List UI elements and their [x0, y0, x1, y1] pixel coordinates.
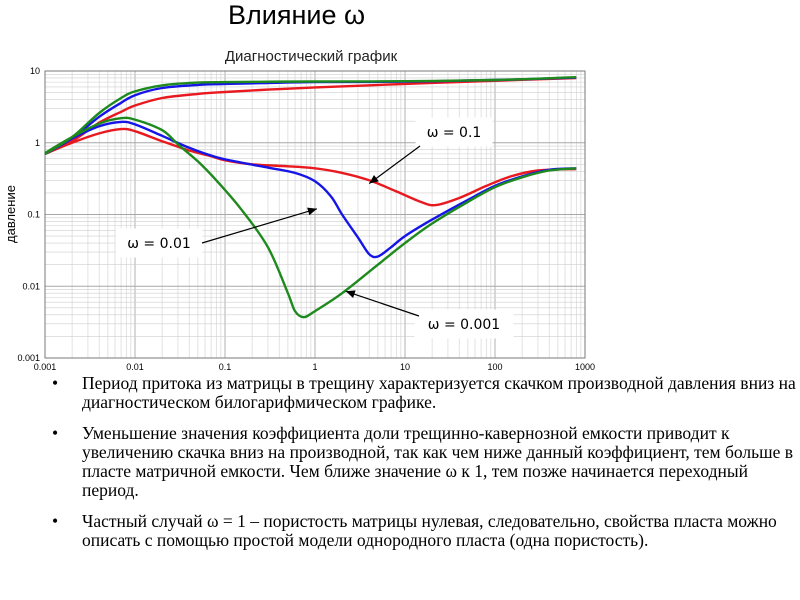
bullet-marker: • — [52, 423, 59, 443]
x-tick-labels: 0.001 0.01 0.1 1 10 100 1000 — [34, 362, 595, 372]
x-tick-label: 0.01 — [126, 362, 144, 372]
annotation-0: ω = 0.1 — [368, 117, 493, 185]
annotation-arrowhead — [307, 207, 317, 216]
x-tick-label: 0.001 — [34, 362, 57, 372]
bullet-marker: • — [52, 373, 59, 393]
plot-frame — [44, 70, 586, 359]
bullet-marker: • — [52, 511, 59, 531]
annotation-arrow — [345, 290, 420, 317]
annotations: ω = 0.1 ω = 0.01 ω = 0.001 — [115, 117, 514, 339]
annotation-box — [414, 309, 514, 339]
annotation-label: ω = 0.001 — [428, 317, 500, 333]
chart-title: Диагностический график — [225, 48, 398, 65]
y-tick-label: 0.001 — [17, 353, 40, 363]
series-1-derivative-line — [44, 120, 577, 259]
bullet-item: • Уменьшение значения коэффициента доли т… — [52, 424, 797, 500]
series-lines — [44, 76, 577, 319]
slide-title: Влияние ω — [228, 0, 366, 30]
y-axis-label: давление — [3, 185, 18, 243]
annotation-2: ω = 0.001 — [345, 290, 514, 339]
x-tick-label: 100 — [487, 362, 502, 372]
annotation-1: ω = 0.01 — [115, 207, 318, 258]
x-tick-label: 0.1 — [219, 362, 232, 372]
bullet-text: Частный случай ω = 1 – пористость матриц… — [82, 511, 777, 550]
y-tick-label: 0.1 — [27, 210, 40, 220]
bullet-item: • Период притока из матрицы в трещину хар… — [52, 374, 797, 412]
y-tick-labels: 0.001 0.01 0.1 1 10 — [17, 66, 40, 363]
annotation-label: ω = 0.1 — [427, 125, 482, 141]
annotation-arrowhead — [345, 290, 356, 298]
x-tick-label: 1000 — [575, 362, 595, 372]
annotation-arrow — [368, 145, 421, 185]
y-tick-label: 10 — [30, 66, 40, 76]
bullet-item: • Частный случай ω = 1 – пористость матри… — [52, 512, 797, 550]
bullet-list: • Период притока из матрицы в трещину хар… — [52, 374, 797, 562]
bullet-text: Период притока из матрицы в трещину хара… — [82, 373, 796, 412]
series-2-derivative-line — [44, 116, 577, 319]
annotation-arrowhead — [369, 175, 379, 184]
x-tick-label: 1 — [312, 362, 317, 372]
annotation-arrow — [201, 208, 318, 244]
y-tick-label: 1 — [35, 138, 40, 148]
annotation-box — [415, 117, 493, 147]
diagnostic-chart: Диагностический график давление 0.001 0.0… — [3, 48, 595, 372]
series-0-derivative-line — [44, 127, 577, 207]
bullet-text: Уменьшение значения коэффициента доли тр… — [82, 423, 794, 500]
annotation-label: ω = 0.01 — [127, 236, 191, 252]
annotation-box — [115, 228, 203, 258]
series-2-pressure-line — [44, 76, 577, 155]
y-tick-label: 0.01 — [22, 281, 40, 291]
x-tick-label: 10 — [400, 362, 410, 372]
